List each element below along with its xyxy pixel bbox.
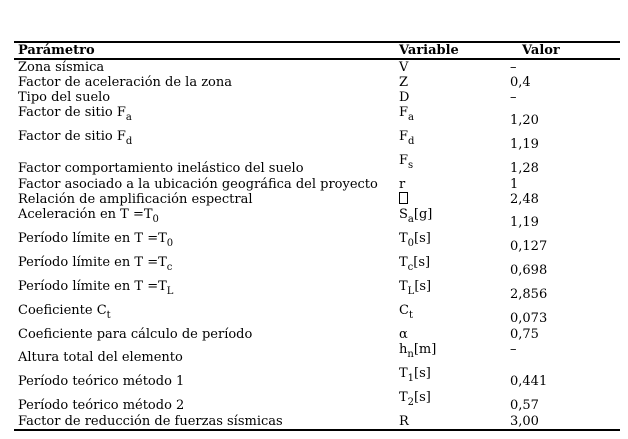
value-cell: 3,00 <box>510 413 539 429</box>
value-cell: 1,19 <box>510 215 539 230</box>
table-row: Factor de sitio Fa Fa 1,20 <box>14 105 620 129</box>
variable-cell: T2[s] <box>399 390 431 408</box>
table-row: Factor de reducción de fuerzas sísmicas R… <box>14 414 620 429</box>
variable-cell: V <box>399 59 409 75</box>
table-row: Factor asociado a la ubicación geográfic… <box>14 177 620 192</box>
param-cell: Factor de sitio Fd <box>18 129 133 147</box>
param-cell: Coeficiente Ct <box>18 303 111 321</box>
param-cell: Factor de aceleración de la zona <box>18 74 233 90</box>
value-cell: 2,856 <box>510 287 548 302</box>
variable-cell: Ct <box>399 303 413 321</box>
param-cell: Tipo del suelo <box>18 89 111 105</box>
variable-cell <box>399 191 510 208</box>
value-cell: 0,57 <box>510 398 539 413</box>
param-cell: Factor de reducción de fuerzas sísmicas <box>18 413 283 429</box>
header-valor: Valor <box>522 42 560 58</box>
table-row: Relación de amplificación espectral 2,48 <box>14 191 620 208</box>
param-cell: Relación de amplificación espectral <box>18 191 253 207</box>
table-row: Coeficiente para cálculo de período α 0,75 <box>14 327 620 342</box>
table-row: Período límite en T =Tc Tc[s] 0,698 <box>14 255 620 279</box>
variable-cell: TL[s] <box>399 279 432 297</box>
table-row: Período teórico método 2 T2[s] 0,57 <box>14 390 620 414</box>
variable-cell: Fd <box>399 129 415 147</box>
variable-cell: Fs <box>399 153 414 171</box>
param-cell: Zona sísmica <box>18 59 105 75</box>
param-cell: Factor de sitio Fa <box>18 105 132 123</box>
value-cell: 0,127 <box>510 239 548 254</box>
param-cell: Altura total del elemento <box>18 350 183 365</box>
variable-cell: T1[s] <box>399 366 431 384</box>
table-row: Tipo del suelo D – <box>14 90 620 105</box>
header-parametro: Parámetro <box>18 42 95 58</box>
param-cell: Período límite en T =TL <box>18 279 174 297</box>
variable-cell: Tc[s] <box>399 255 431 273</box>
variable-cell: α <box>399 326 408 342</box>
value-cell: 0,441 <box>510 374 548 389</box>
table-row: Coeficiente Ct Ct 0,073 <box>14 303 620 327</box>
variable-cell: R <box>399 413 409 429</box>
variable-cell: Z <box>399 74 409 90</box>
param-cell: Período límite en T =T0 <box>18 231 174 249</box>
value-cell: 1 <box>510 176 519 192</box>
param-cell: Factor asociado a la ubicación geográfic… <box>18 176 378 192</box>
param-cell: Período límite en T =Tc <box>18 255 173 273</box>
table-row: Altura total del elemento hn[m] – <box>14 342 620 366</box>
param-cell: Período teórico método 1 <box>18 374 185 389</box>
variable-cell: Sa[g] <box>399 207 433 225</box>
table-row: Zona sísmica V – <box>14 60 620 75</box>
param-cell: Factor comportamiento inelástico del sue… <box>18 161 304 176</box>
value-cell: 2,48 <box>510 191 539 207</box>
table-row: Período límite en T =T0 T0[s] 0,127 <box>14 231 620 255</box>
missing-glyph-box <box>399 191 408 204</box>
variable-cell: T0[s] <box>399 231 431 249</box>
param-cell: Aceleración en T =T0 <box>18 207 159 225</box>
value-cell: – <box>510 89 517 105</box>
table-row: Factor de sitio Fd Fd 1,19 <box>14 129 620 153</box>
table-header-row: Parámetro Variable Valor <box>14 43 620 60</box>
table-row: Factor comportamiento inelástico del sue… <box>14 153 620 177</box>
variable-cell: r <box>399 176 406 192</box>
table-row: Período límite en T =TL TL[s] 2,856 <box>14 279 620 303</box>
table-row: Período teórico método 1 T1[s] 0,441 <box>14 366 620 390</box>
value-cell: 0,4 <box>510 74 531 90</box>
variable-cell: Fa <box>399 105 414 123</box>
value-cell: 0,698 <box>510 263 548 278</box>
param-cell: Período teórico método 2 <box>18 398 185 413</box>
value-cell: 1,20 <box>510 113 539 128</box>
value-cell: 0,75 <box>510 326 539 342</box>
value-cell: 1,19 <box>510 137 539 152</box>
table-row: Aceleración en T =T0 Sa[g] 1,19 <box>14 207 620 231</box>
table-body: Zona sísmica V – Factor de aceleración de l… <box>14 60 620 429</box>
param-cell: Coeficiente para cálculo de período <box>18 326 253 342</box>
variable-cell: D <box>399 89 410 105</box>
variable-cell: hn[m] <box>399 342 437 360</box>
value-cell: – <box>510 342 517 357</box>
header-variable: Variable <box>399 42 459 58</box>
parameters-table: Parámetro Variable Valor Zona sísmica V – F… <box>14 41 620 431</box>
table-row: Factor de aceleración de la zona Z 0,4 <box>14 75 620 90</box>
value-cell: 0,073 <box>510 311 548 326</box>
value-cell: 1,28 <box>510 161 539 176</box>
value-cell: – <box>510 59 517 75</box>
